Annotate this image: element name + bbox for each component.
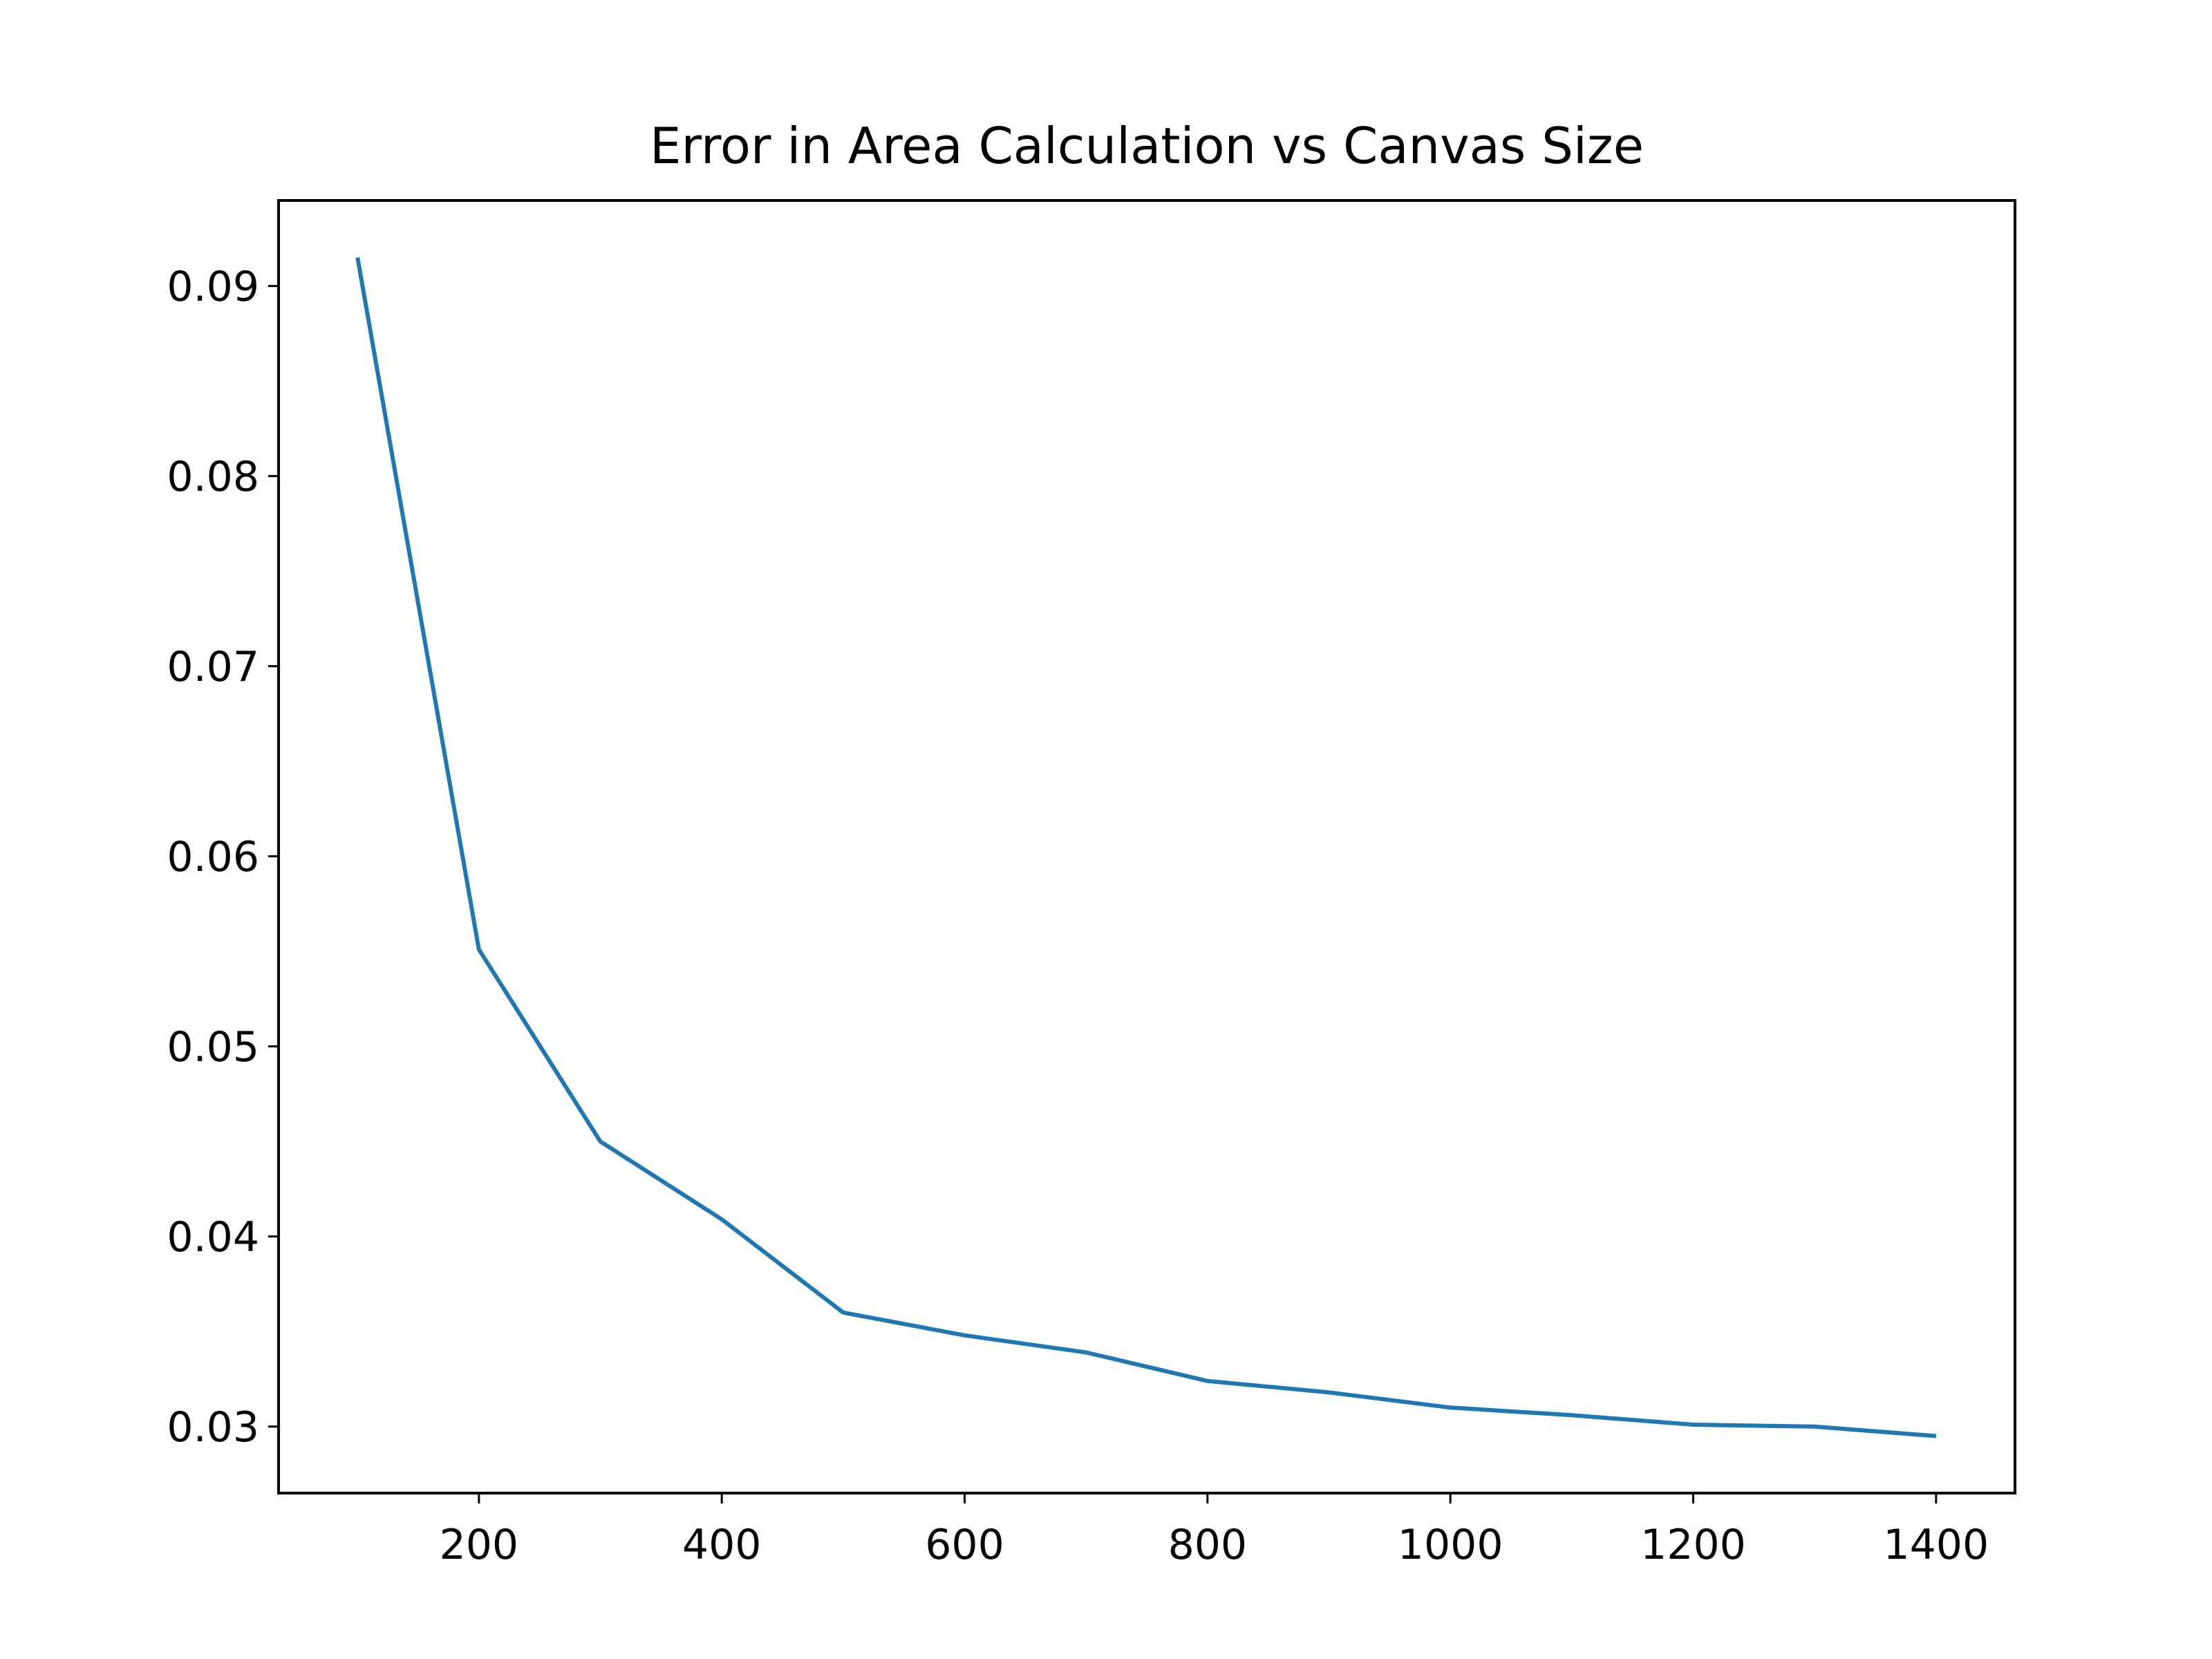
y-tick-label: 0.08 [167, 453, 259, 501]
y-tick-label: 0.06 [167, 833, 259, 881]
series-layer [355, 256, 1937, 1438]
x-tick-label: 600 [925, 1521, 1004, 1569]
series-line [355, 256, 1937, 1438]
x-tick-label: 1400 [1883, 1521, 1989, 1569]
x-axis: 200 400 600 800 1000 1200 1400 [440, 1493, 1989, 1569]
x-tick-label: 1000 [1398, 1521, 1503, 1569]
y-tick-label: 0.09 [167, 263, 259, 311]
x-tick-label: 400 [682, 1521, 762, 1569]
x-tick-label: 200 [440, 1521, 519, 1569]
y-tick-label: 0.07 [167, 643, 259, 691]
chart-title: Error in Area Calculation vs Canvas Size [650, 117, 1644, 175]
y-tick-label: 0.04 [167, 1213, 259, 1262]
y-axis: 0.03 0.04 0.05 0.06 0.07 0.08 0.09 [167, 263, 279, 1452]
x-tick-label: 1200 [1640, 1521, 1746, 1569]
y-tick-label: 0.05 [167, 1023, 259, 1071]
x-tick-label: 800 [1168, 1521, 1248, 1569]
plot-area-frame [277, 199, 2016, 1494]
y-tick-label: 0.03 [167, 1403, 259, 1452]
